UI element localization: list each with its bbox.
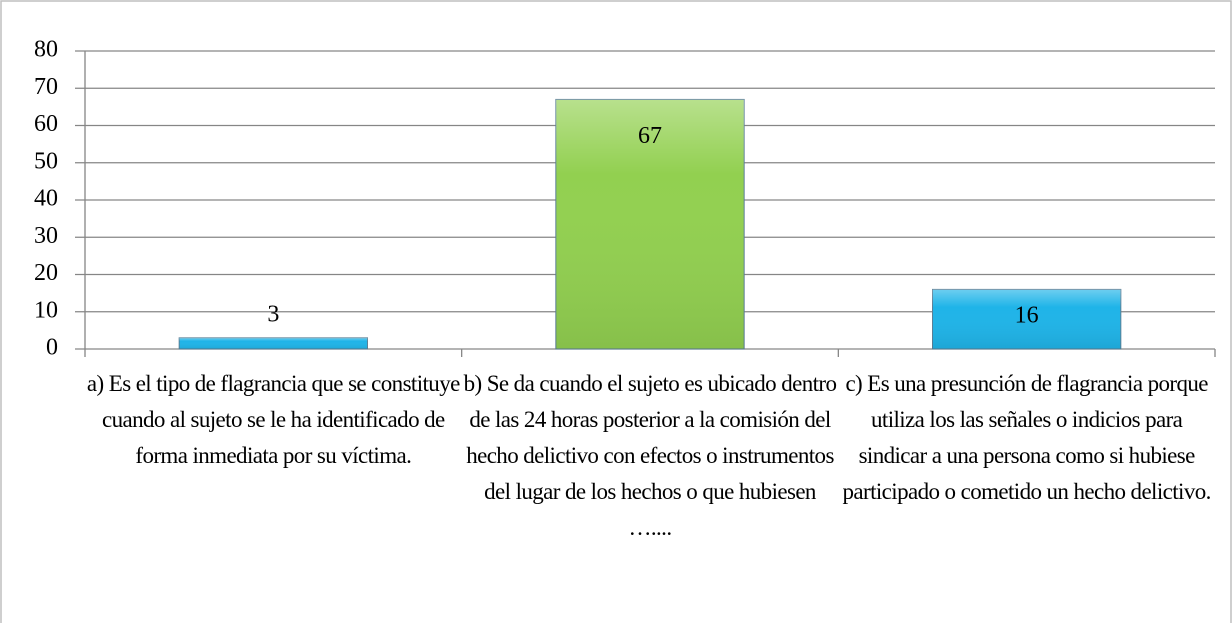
x-tick-label: c) Es una presunción de flagrancia porqu… xyxy=(842,371,1212,504)
y-tick-label: 40 xyxy=(34,186,58,212)
y-tick-label: 30 xyxy=(34,223,58,249)
bar-shade xyxy=(179,337,368,349)
x-tick-label: b) Se da cuando el sujeto es ubicado den… xyxy=(463,371,837,540)
y-tick-label: 70 xyxy=(34,74,58,100)
y-tick-label: 20 xyxy=(34,260,58,286)
y-tick-label: 10 xyxy=(34,297,58,323)
y-tick-label: 50 xyxy=(34,148,58,174)
data-label: 16 xyxy=(1015,303,1039,329)
x-tick-label: a) Es el tipo de flagrancia que se const… xyxy=(86,371,460,468)
y-tick-label: 0 xyxy=(46,335,58,361)
y-tick-label: 60 xyxy=(34,111,58,137)
data-label: 3 xyxy=(267,301,279,327)
data-label: 67 xyxy=(638,123,662,149)
bar-shade xyxy=(932,289,1121,349)
bar-shade xyxy=(555,99,745,349)
y-tick-label: 80 xyxy=(34,37,58,63)
